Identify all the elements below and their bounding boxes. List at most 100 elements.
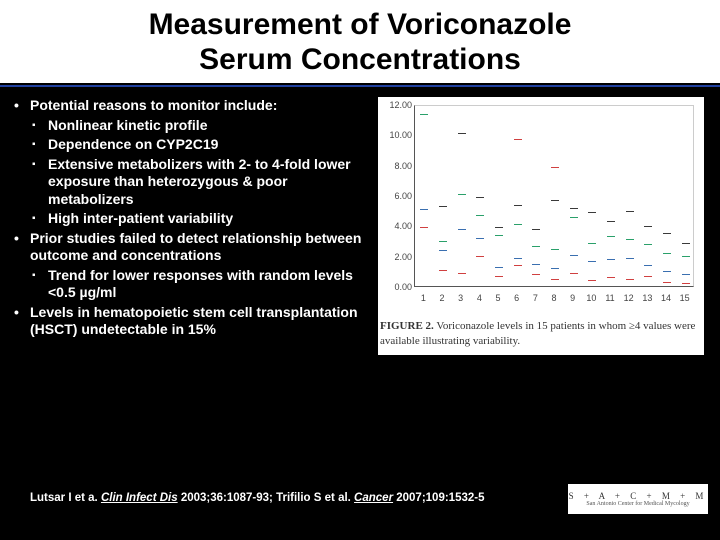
xtick: 12 (624, 293, 634, 303)
data-point (495, 227, 503, 228)
xtick: 3 (458, 293, 463, 303)
bullet-3: Levels in hematopoietic stem cell transp… (12, 304, 372, 339)
data-point (663, 271, 671, 272)
ytick: 6.00 (378, 191, 412, 201)
data-point (551, 249, 559, 250)
data-point (570, 217, 578, 218)
bullet-2: Prior studies failed to detect relations… (12, 230, 372, 302)
data-point (514, 139, 522, 140)
data-point (551, 200, 559, 201)
data-point (439, 241, 447, 242)
data-point (570, 255, 578, 256)
ytick: 2.00 (378, 252, 412, 262)
data-point (495, 235, 503, 236)
data-point (532, 264, 540, 265)
data-point (626, 211, 634, 212)
xtick: 4 (477, 293, 482, 303)
xtick: 1 (421, 293, 426, 303)
data-point (514, 265, 522, 266)
scatter-chart: 0.002.004.006.008.0010.0012.001234567891… (378, 97, 704, 315)
bullet-1: Potential reasons to monitor include: No… (12, 97, 372, 228)
bullet-2-sub-0: Trend for lower responses with random le… (30, 267, 372, 302)
citation: Lutsar I et a. Clin Infect Dis 2003;36:1… (30, 492, 484, 504)
data-point (532, 246, 540, 247)
xtick: 6 (514, 293, 519, 303)
data-point (644, 244, 652, 245)
data-point (588, 280, 596, 281)
data-point (420, 114, 428, 115)
data-point (458, 229, 466, 230)
data-point (439, 206, 447, 207)
data-point (644, 265, 652, 266)
data-point (514, 258, 522, 259)
data-point (551, 279, 559, 280)
data-point (476, 197, 484, 198)
data-point (682, 243, 690, 244)
data-point (458, 133, 466, 134)
xtick: 2 (439, 293, 444, 303)
bullet-1-sub-3: High inter-patient variability (30, 210, 372, 228)
data-point (682, 283, 690, 284)
xtick: 14 (661, 293, 671, 303)
data-point (588, 243, 596, 244)
data-point (532, 229, 540, 230)
data-point (532, 274, 540, 275)
data-point (682, 274, 690, 275)
data-point (607, 236, 615, 237)
data-point (551, 167, 559, 168)
bullet-1-sub-2: Extensive metabolizers with 2- to 4-fold… (30, 156, 372, 209)
data-point (626, 239, 634, 240)
chart-caption: FIGURE 2. Voriconazole levels in 15 pati… (378, 315, 704, 355)
data-point (663, 253, 671, 254)
data-point (495, 267, 503, 268)
xtick: 15 (680, 293, 690, 303)
data-point (495, 276, 503, 277)
data-point (663, 282, 671, 283)
data-point (476, 256, 484, 257)
data-point (682, 256, 690, 257)
data-point (420, 227, 428, 228)
xtick: 8 (551, 293, 556, 303)
chart-column: 0.002.004.006.008.0010.0012.001234567891… (372, 97, 708, 355)
data-point (458, 194, 466, 195)
data-point (458, 273, 466, 274)
citation-ital2: Cancer (354, 492, 393, 504)
logo-sub: San Antonio Center for Medical Mycology (586, 501, 689, 507)
citation-ital1: Clin Infect Dis (101, 492, 178, 504)
bullet-1-sub-0: Nonlinear kinetic profile (30, 117, 372, 135)
ytick: 8.00 (378, 161, 412, 171)
data-point (439, 270, 447, 271)
xtick: 5 (495, 293, 500, 303)
bullet-column: Potential reasons to monitor include: No… (12, 97, 372, 355)
data-point (551, 268, 559, 269)
ytick: 0.00 (378, 282, 412, 292)
bullet-1-text: Potential reasons to monitor include: (30, 97, 277, 113)
xtick: 11 (605, 293, 614, 303)
title-line1: Measurement of Voriconazole (149, 8, 572, 41)
bullet-2-text: Prior studies failed to detect relations… (30, 230, 361, 264)
data-point (607, 221, 615, 222)
citation-mid1: 2003;36:1087-93; Trifilio S et al. (178, 492, 354, 504)
data-point (644, 276, 652, 277)
citation-post: 2007;109:1532-5 (393, 492, 484, 504)
logo-row: S + A + C + M + M (569, 491, 708, 501)
data-point (570, 273, 578, 274)
data-point (514, 205, 522, 206)
data-point (607, 277, 615, 278)
xtick: 13 (642, 293, 652, 303)
data-point (420, 209, 428, 210)
bullet-1-sub-1: Dependence on CYP2C19 (30, 136, 372, 154)
data-point (514, 224, 522, 225)
data-point (588, 261, 596, 262)
caption-bold: FIGURE 2. (380, 320, 434, 332)
data-point (626, 279, 634, 280)
ytick: 12.00 (378, 100, 412, 110)
data-point (476, 238, 484, 239)
data-point (570, 208, 578, 209)
data-point (607, 259, 615, 260)
logo: S + A + C + M + M San Antonio Center for… (568, 484, 708, 514)
slide-title: Measurement of Voriconazole Serum Concen… (0, 0, 720, 83)
xtick: 10 (586, 293, 596, 303)
data-point (439, 250, 447, 251)
data-point (663, 233, 671, 234)
